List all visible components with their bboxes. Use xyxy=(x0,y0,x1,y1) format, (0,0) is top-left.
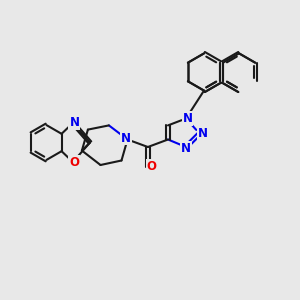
Text: O: O xyxy=(146,160,157,173)
Text: N: N xyxy=(182,112,193,125)
Text: N: N xyxy=(121,131,131,145)
Text: N: N xyxy=(181,142,191,155)
Text: N: N xyxy=(69,116,80,130)
Text: N: N xyxy=(197,127,208,140)
Text: O: O xyxy=(69,155,80,169)
